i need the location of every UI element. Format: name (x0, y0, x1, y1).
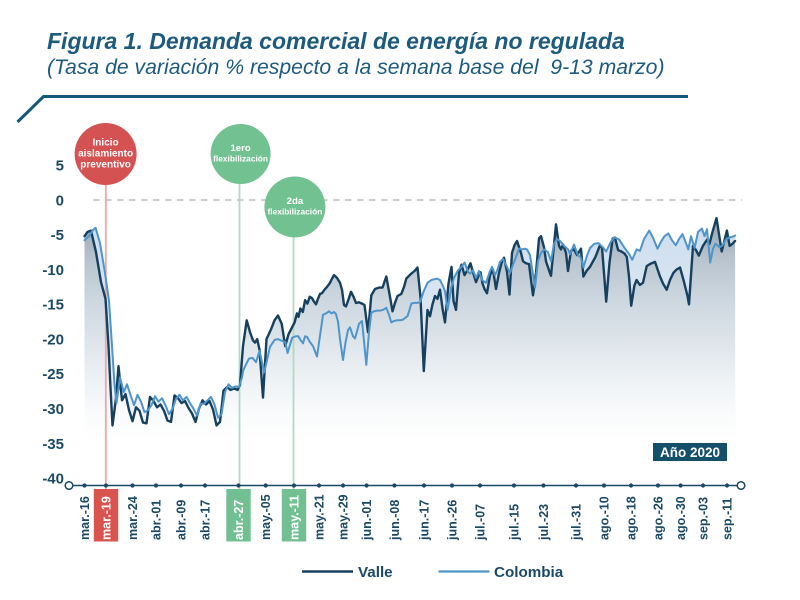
svg-text:ago.-30: ago.-30 (674, 496, 688, 540)
svg-text:sep.-03: sep.-03 (697, 497, 711, 540)
svg-text:(Tasa de variación % respecto: (Tasa de variación % respecto a la seman… (47, 56, 665, 79)
svg-text:5: 5 (56, 158, 64, 175)
svg-text:preventivo: preventivo (80, 160, 131, 171)
svg-text:0: 0 (56, 192, 64, 209)
svg-text:1ero: 1ero (230, 143, 250, 154)
svg-text:may.-05: may.-05 (259, 494, 273, 540)
svg-text:jul.-15: jul.-15 (508, 504, 522, 541)
svg-text:-35: -35 (42, 436, 64, 453)
svg-text:-15: -15 (42, 297, 64, 314)
svg-text:mar.-24: mar.-24 (126, 496, 140, 540)
svg-text:may.-21: may.-21 (313, 494, 327, 540)
svg-text:jul.-07: jul.-07 (474, 504, 488, 541)
svg-text:jul.-31: jul.-31 (570, 504, 584, 541)
svg-text:jun.-08: jun.-08 (388, 500, 402, 541)
svg-text:ago.-26: ago.-26 (652, 496, 666, 540)
svg-text:may.-11: may.-11 (288, 495, 302, 540)
svg-text:-10: -10 (42, 262, 64, 279)
svg-text:flexibilización: flexibilización (267, 207, 322, 217)
svg-text:-30: -30 (42, 401, 64, 418)
svg-text:sep.-11: sep.-11 (721, 498, 735, 540)
svg-text:mar.-19: mar.-19 (100, 496, 114, 540)
svg-text:abr.-09: abr.-09 (175, 500, 189, 540)
svg-text:Año 2020: Año 2020 (660, 445, 720, 460)
svg-text:Figura 1. Demanda comercial de: Figura 1. Demanda comercial de energía n… (47, 28, 625, 54)
svg-text:ago.-10: ago.-10 (598, 496, 612, 540)
svg-text:2da: 2da (287, 196, 304, 207)
svg-text:Colombia: Colombia (494, 564, 564, 581)
svg-text:jun.-01: jun.-01 (360, 500, 374, 541)
svg-text:jun.-17: jun.-17 (418, 500, 432, 541)
svg-text:Valle: Valle (358, 564, 393, 581)
svg-text:-5: -5 (51, 227, 64, 244)
svg-text:-25: -25 (42, 366, 64, 383)
svg-text:jun.-26: jun.-26 (446, 500, 460, 541)
svg-text:flexibilización: flexibilización (213, 154, 268, 164)
svg-text:aislamiento: aislamiento (78, 149, 133, 160)
svg-text:abr.-27: abr.-27 (232, 500, 246, 540)
svg-text:may.-29: may.-29 (337, 494, 351, 540)
svg-text:mar.-16: mar.-16 (78, 496, 92, 540)
svg-text:-20: -20 (42, 331, 64, 348)
svg-text:Inicio: Inicio (93, 138, 119, 149)
svg-text:abr.-17: abr.-17 (199, 500, 213, 540)
svg-text:ago.-18: ago.-18 (625, 496, 639, 540)
svg-text:jul.-23: jul.-23 (537, 504, 551, 541)
svg-text:abr.-01: abr.-01 (150, 500, 164, 540)
svg-text:-40: -40 (42, 471, 64, 488)
